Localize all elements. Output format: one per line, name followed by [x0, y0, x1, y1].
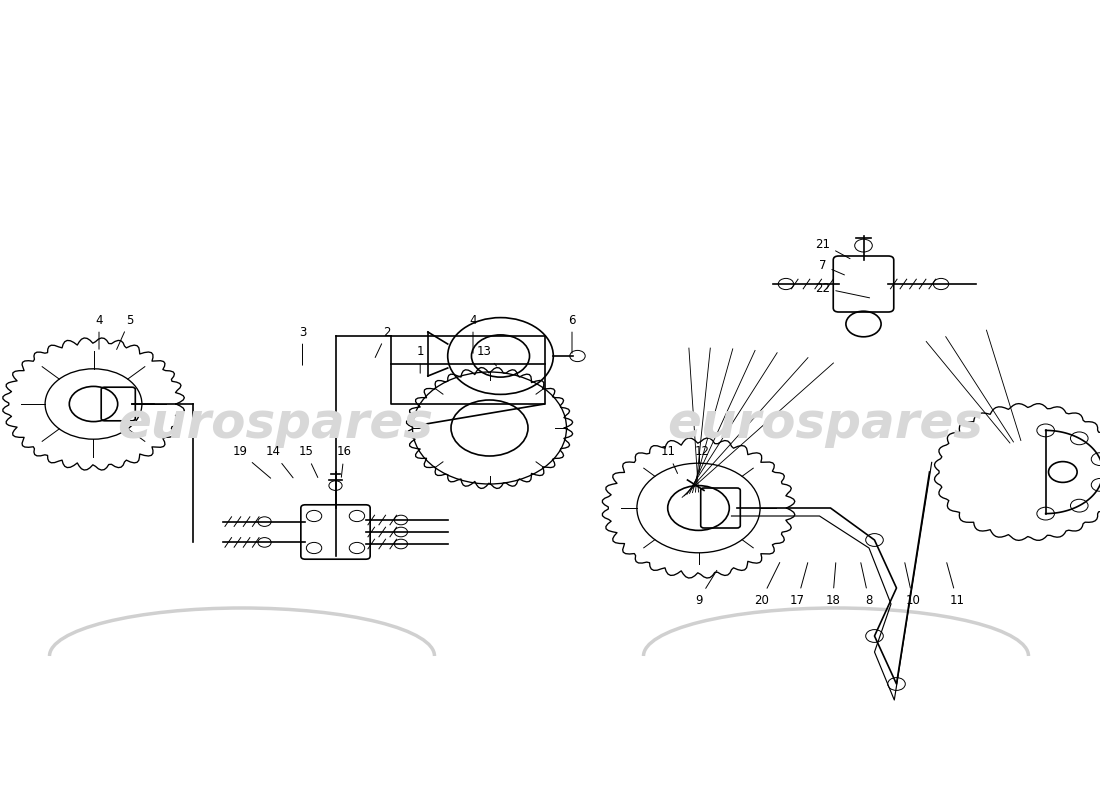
Text: 21: 21 [815, 238, 850, 258]
Text: eurospares: eurospares [667, 400, 983, 448]
Text: 2: 2 [375, 326, 390, 358]
Text: 19: 19 [232, 446, 271, 478]
Text: 9: 9 [695, 570, 717, 606]
Text: 13: 13 [476, 346, 496, 366]
Text: 11: 11 [947, 562, 965, 606]
Text: 22: 22 [815, 282, 870, 298]
Text: 8: 8 [861, 562, 872, 606]
Text: 16: 16 [337, 446, 352, 478]
Text: 6: 6 [569, 314, 575, 354]
Text: 11: 11 [660, 446, 678, 474]
Text: eurospares: eurospares [117, 400, 433, 448]
Text: 7: 7 [820, 259, 845, 275]
Text: 15: 15 [298, 446, 318, 478]
Text: 17: 17 [790, 562, 807, 606]
Text: 4: 4 [96, 314, 102, 350]
Text: 12: 12 [694, 446, 710, 474]
Text: 18: 18 [825, 562, 840, 606]
Text: 20: 20 [754, 562, 780, 606]
Text: 14: 14 [265, 446, 293, 478]
Text: 10: 10 [905, 562, 921, 606]
Text: 5: 5 [117, 314, 133, 350]
Text: 4: 4 [470, 314, 476, 354]
Text: 3: 3 [299, 326, 306, 366]
Text: 1: 1 [417, 346, 424, 374]
